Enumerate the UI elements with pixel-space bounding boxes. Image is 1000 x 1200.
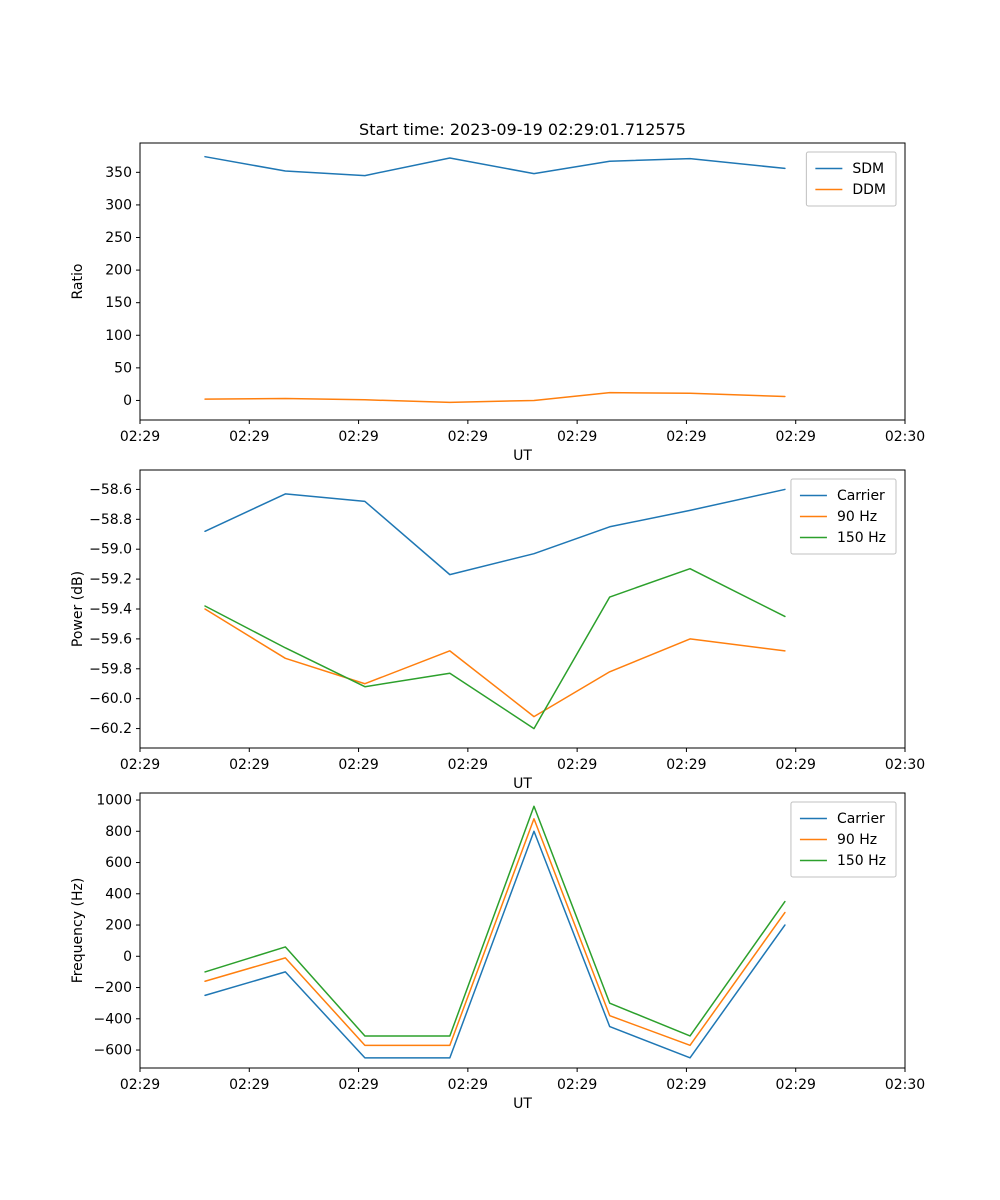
y-tick-label: −59.8 xyxy=(89,661,132,677)
legend-label: 90 Hz xyxy=(837,832,877,848)
y-tick-label: −58.6 xyxy=(89,482,132,498)
x-tick-label: 02:30 xyxy=(885,1077,925,1093)
series-line-90-hz xyxy=(204,818,786,1047)
axes-frame xyxy=(139,142,906,421)
legend-label: SDM xyxy=(852,161,884,177)
series-line-ddm xyxy=(204,391,786,404)
x-tick-label: 02:29 xyxy=(557,757,597,773)
figure-title: Start time: 2023-09-19 02:29:01.712575 xyxy=(359,120,686,139)
x-tick-label: 02:29 xyxy=(666,1077,706,1093)
axes-frame xyxy=(139,792,906,1069)
axes-frame xyxy=(139,469,906,749)
legend: SDM DDM xyxy=(805,151,897,207)
x-tick-label: 02:29 xyxy=(229,757,269,773)
x-tick-label: 02:29 xyxy=(557,1077,597,1093)
x-tick-label: 02:29 xyxy=(120,757,160,773)
x-tick-label: 02:29 xyxy=(120,1077,160,1093)
x-tick-label: 02:29 xyxy=(229,1077,269,1093)
x-axis-label: UT xyxy=(513,776,532,792)
legend-label: Carrier xyxy=(837,488,885,504)
frequency-plot: −600 −400 −200 0 200 400 600 800 1000 02:29 02:29 0… xyxy=(70,792,925,1112)
y-tick-label: −60.2 xyxy=(89,721,132,737)
x-tick-label: 02:29 xyxy=(557,429,597,445)
legend-box xyxy=(790,801,897,878)
y-tick-label: −58.8 xyxy=(89,512,132,528)
x-tick-label: 02:29 xyxy=(338,429,378,445)
x-tick-label: 02:29 xyxy=(448,1077,488,1093)
x-tick-label: 02:29 xyxy=(229,429,269,445)
x-tick-label: 02:30 xyxy=(885,757,925,773)
y-tick-label: −59.2 xyxy=(89,572,132,588)
y-tick-label: 0 xyxy=(123,949,132,965)
y-tick-label: 400 xyxy=(105,886,132,902)
series-line-90-hz xyxy=(204,608,786,718)
series-line-sdm xyxy=(204,155,786,177)
y-tick-label: 350 xyxy=(105,165,132,181)
y-axis-label: Frequency (Hz) xyxy=(70,878,86,984)
series-line-150-hz xyxy=(204,567,786,730)
y-tick-label: −59.4 xyxy=(89,602,132,618)
legend-label: 150 Hz xyxy=(837,853,886,869)
y-tick-label: 1000 xyxy=(96,793,132,809)
y-axis-label: Power (dB) xyxy=(70,571,86,647)
x-axis-label: UT xyxy=(513,448,532,464)
x-tick-label: 02:29 xyxy=(666,429,706,445)
y-tick-label: −200 xyxy=(94,980,132,996)
legend-box xyxy=(790,478,897,555)
y-tick-label: 0 xyxy=(123,393,132,409)
x-axis-label: UT xyxy=(513,1096,532,1112)
y-tick-label: 150 xyxy=(105,295,132,311)
legend-label: 90 Hz xyxy=(837,509,877,525)
x-tick-label: 02:29 xyxy=(776,757,816,773)
legend: Carrier 90 Hz 150 Hz xyxy=(790,478,897,555)
series-line-carrier xyxy=(204,830,786,1059)
x-tick-label: 02:29 xyxy=(120,429,160,445)
y-tick-label: −60.0 xyxy=(89,691,132,707)
y-tick-label: 250 xyxy=(105,230,132,246)
legend-box xyxy=(805,151,897,207)
y-axis-label: Ratio xyxy=(70,264,86,300)
y-tick-label: 50 xyxy=(114,360,132,376)
legend-label: 150 Hz xyxy=(837,530,886,546)
y-tick-label: 800 xyxy=(105,824,132,840)
y-tick-label: 200 xyxy=(105,263,132,279)
x-tick-label: 02:29 xyxy=(448,429,488,445)
x-tick-label: 02:29 xyxy=(776,429,816,445)
legend-label: DDM xyxy=(852,182,886,198)
y-tick-label: −59.0 xyxy=(89,542,132,558)
x-tick-label: 02:29 xyxy=(776,1077,816,1093)
y-tick-label: 100 xyxy=(105,328,132,344)
y-tick-label: −600 xyxy=(94,1043,132,1059)
ratio-plot: 0 50 100 150 200 250 300 350 02:29 02:29 02:29 02:2… xyxy=(70,142,925,464)
y-tick-label: 300 xyxy=(105,197,132,213)
x-tick-label: 02:30 xyxy=(885,429,925,445)
x-tick-label: 02:29 xyxy=(338,757,378,773)
x-tick-label: 02:29 xyxy=(338,1077,378,1093)
power-plot: −60.2 −60.0 −59.8 −59.6 −59.4 −59.2 −59.0 −58.8… xyxy=(70,469,925,792)
y-tick-label: 200 xyxy=(105,918,132,934)
y-tick-label: −59.6 xyxy=(89,631,132,647)
x-tick-label: 02:29 xyxy=(448,757,488,773)
y-tick-label: −400 xyxy=(94,1011,132,1027)
y-tick-label: 600 xyxy=(105,855,132,871)
legend-label: Carrier xyxy=(837,811,885,827)
series-line-carrier xyxy=(204,488,786,576)
x-tick-label: 02:29 xyxy=(666,757,706,773)
series-line-150-hz xyxy=(204,805,786,1037)
legend: Carrier 90 Hz 150 Hz xyxy=(790,801,897,878)
